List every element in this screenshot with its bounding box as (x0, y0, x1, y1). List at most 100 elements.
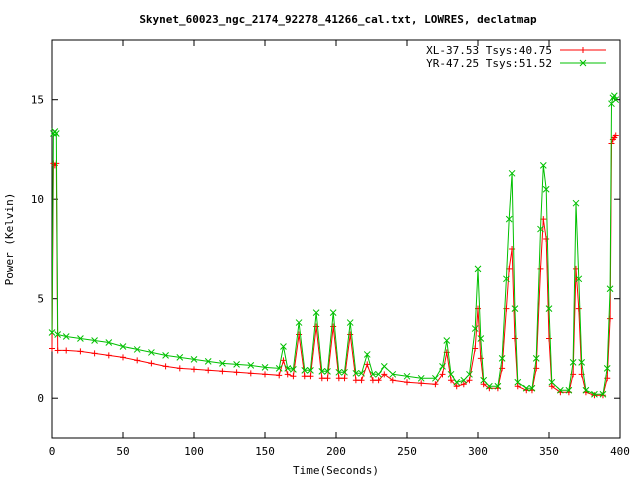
x-tick-label: 250 (397, 445, 417, 458)
data-point (511, 335, 518, 342)
data-point (381, 371, 388, 378)
data-point (443, 337, 451, 344)
data-point (486, 382, 493, 390)
data-point (284, 371, 291, 378)
data-point (389, 370, 397, 378)
data-point (176, 365, 183, 372)
data-point (307, 373, 314, 380)
data-point (460, 376, 468, 384)
legend-marker (580, 47, 586, 53)
data-point (417, 374, 425, 382)
data-point (347, 331, 354, 338)
data-point (295, 319, 303, 326)
data-point (474, 265, 482, 273)
x-tick-label: 100 (184, 445, 204, 458)
data-point (219, 360, 226, 367)
x-tick-label: 200 (326, 445, 346, 458)
data-point (537, 225, 544, 233)
data-point (54, 347, 61, 354)
x-tick-label: 150 (255, 445, 275, 458)
data-point (582, 386, 590, 394)
data-point (341, 375, 348, 382)
data-point (290, 373, 297, 380)
data-point (280, 357, 287, 364)
data-point (49, 345, 55, 352)
data-point (432, 374, 439, 382)
x-tick-label: 350 (539, 445, 559, 458)
data-point (591, 392, 598, 399)
data-point (389, 377, 396, 384)
chart-title: Skynet_60023_ngc_2174_92278_41266_cal.tx… (139, 13, 537, 26)
data-point (612, 96, 620, 104)
data-point (261, 364, 269, 371)
data-point (275, 364, 283, 372)
data-point (247, 362, 255, 369)
data-point (341, 368, 348, 376)
data-point (335, 375, 342, 382)
data-point (480, 381, 487, 388)
data-point (119, 343, 127, 350)
data-point (578, 359, 586, 366)
x-tick-label: 50 (116, 445, 129, 458)
data-point (537, 265, 544, 272)
data-point (301, 373, 308, 380)
x-tick-label: 0 (49, 445, 56, 458)
data-point (557, 386, 564, 394)
data-point (612, 132, 619, 139)
data-point (52, 130, 60, 137)
x-tick-label: 400 (610, 445, 630, 458)
data-point (324, 375, 331, 382)
y-tick-label: 5 (37, 293, 44, 306)
data-point (403, 372, 411, 380)
data-point (569, 359, 577, 366)
data-point (133, 346, 141, 353)
data-point (546, 335, 552, 342)
data-point (358, 369, 365, 377)
data-point (77, 348, 84, 355)
data-point (162, 363, 169, 370)
y-tick-label: 10 (31, 193, 44, 206)
data-point (91, 350, 98, 357)
data-point (606, 285, 614, 293)
data-point (205, 367, 212, 374)
y-axis: 0 5 10 15 (31, 94, 620, 405)
data-point (439, 371, 446, 378)
data-point (603, 364, 611, 372)
data-point (105, 352, 112, 359)
data-point (599, 390, 607, 398)
data-point (375, 377, 382, 384)
data-point (62, 333, 70, 340)
data-point (233, 369, 240, 376)
data-point (471, 325, 479, 332)
data-point (477, 355, 484, 362)
data-point (262, 371, 268, 378)
series-line (51, 135, 617, 396)
data-point (276, 372, 283, 379)
data-point (380, 363, 388, 370)
data-point (330, 323, 337, 330)
data-point (404, 379, 410, 386)
data-point (162, 352, 169, 359)
data-point (369, 370, 377, 378)
data-point (120, 354, 126, 361)
data-point (453, 383, 460, 390)
data-point (565, 386, 573, 394)
data-point (324, 367, 331, 375)
data-point (514, 383, 521, 390)
series-layer (48, 92, 620, 399)
data-point (301, 366, 309, 374)
legend-marker (579, 59, 587, 67)
data-point (494, 382, 502, 390)
data-point (204, 358, 212, 365)
data-point (318, 367, 326, 375)
data-point (533, 365, 540, 372)
data-point (352, 377, 359, 384)
data-point (543, 236, 550, 242)
data-point (522, 384, 530, 392)
data-point (134, 357, 141, 364)
data-point (548, 383, 555, 390)
data-point (591, 390, 598, 398)
data-point (284, 364, 292, 372)
data-point (335, 368, 343, 376)
